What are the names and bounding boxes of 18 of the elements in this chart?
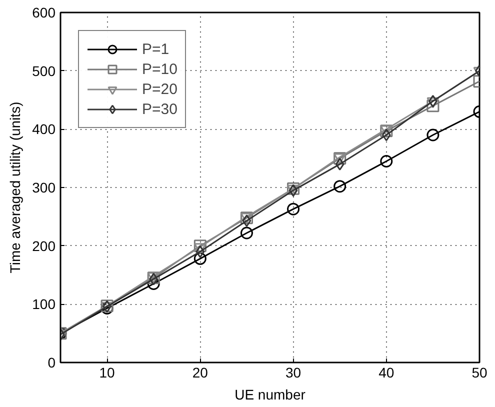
x-tick-label: 20 <box>192 364 208 380</box>
y-tick-label: 200 <box>32 238 56 254</box>
x-tick-label: 30 <box>285 364 302 380</box>
legend-label: P=20 <box>142 80 178 98</box>
legend-label: P=1 <box>142 40 170 58</box>
y-tick-label: 100 <box>32 296 56 312</box>
y-tick-label: 600 <box>32 4 56 20</box>
x-axis-title: UE number <box>234 386 306 402</box>
legend-label: P=10 <box>142 60 178 78</box>
y-tick-label: 0 <box>48 354 56 370</box>
y-tick-label: 300 <box>32 180 56 196</box>
x-tick-label: 10 <box>99 364 116 380</box>
legend-label: P=30 <box>142 100 178 118</box>
x-tick-label: 40 <box>378 364 394 380</box>
x-tick-label: 50 <box>472 364 488 380</box>
y-tick-label: 500 <box>32 62 56 79</box>
y-tick-label: 400 <box>32 121 56 138</box>
y-axis-title: Time averaged utility (units) <box>7 102 24 274</box>
